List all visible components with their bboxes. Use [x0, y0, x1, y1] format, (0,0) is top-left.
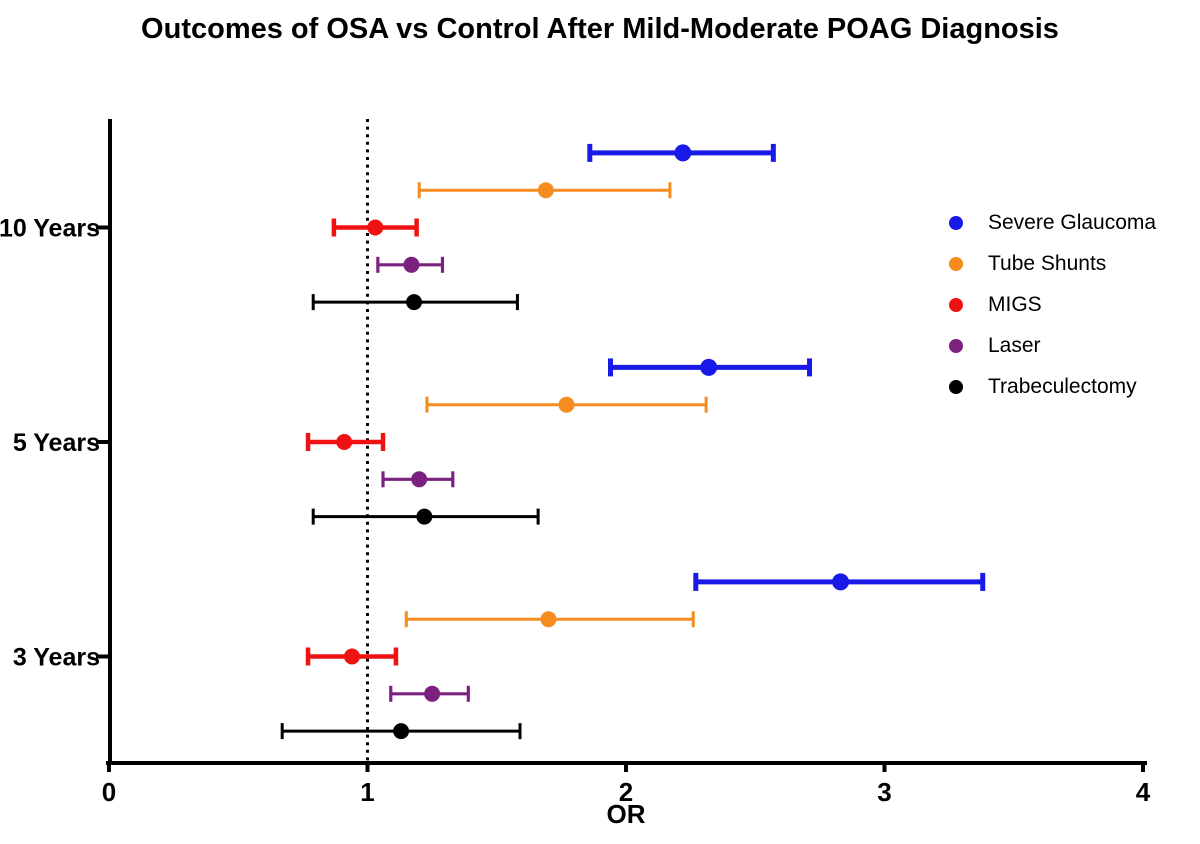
point-marker	[832, 573, 850, 591]
errorbar-laser-10-years	[376, 256, 445, 273]
point-marker	[393, 723, 410, 740]
errorbar-tube-shunts-3-years	[404, 611, 695, 628]
legend-item-laser: Laser	[949, 325, 1156, 366]
point-marker	[537, 182, 554, 199]
legend-label-trabeculectomy: Trabeculectomy	[988, 374, 1137, 398]
legend-label-laser: Laser	[988, 333, 1041, 357]
point-marker	[674, 144, 692, 162]
legend-dot-laser	[949, 338, 963, 353]
legend-item-tube-shunts: Tube Shunts	[949, 243, 1156, 284]
errorbar-severe-glaucoma-5-years	[607, 358, 813, 377]
point-marker	[367, 219, 384, 236]
errorbar-tube-shunts-5-years	[425, 396, 708, 413]
point-marker	[558, 396, 575, 413]
legend-dot-migs	[949, 297, 963, 312]
x-tick-label: 2	[619, 777, 633, 807]
point-marker	[406, 294, 423, 311]
x-tick-label: 0	[102, 777, 116, 807]
y-group-label: 5 Years	[13, 429, 100, 457]
point-marker	[336, 434, 353, 450]
errorbar-severe-glaucoma-3-years	[693, 572, 986, 591]
x-axis-label: OR	[607, 799, 646, 829]
legend-item-severe-glaucoma: Severe Glaucoma	[949, 202, 1156, 243]
legend: Severe Glaucoma Tube Shunts MIGS Laser Trabe…	[949, 202, 1156, 407]
legend-item-trabeculectomy: Trabeculectomy	[949, 366, 1156, 407]
legend-label-tube-shunts: Tube Shunts	[988, 251, 1107, 275]
errorbar-trabeculectomy-5-years	[311, 508, 540, 525]
legend-dot-severe-glaucoma	[949, 215, 963, 230]
errorbar-migs-3-years	[305, 647, 399, 666]
errorbar-severe-glaucoma-10-years	[587, 143, 776, 162]
errorbar-migs-10-years	[331, 218, 419, 237]
legend-label-migs: MIGS	[988, 292, 1042, 316]
point-marker	[424, 685, 441, 702]
errorbar-migs-5-years	[305, 433, 386, 451]
point-marker	[700, 358, 718, 376]
point-marker	[403, 256, 420, 273]
x-tick-label: 1	[360, 777, 374, 807]
point-marker	[416, 508, 433, 525]
errorbar-laser-3-years	[389, 685, 470, 702]
legend-dot-tube-shunts	[949, 256, 963, 271]
point-marker	[411, 471, 428, 488]
x-tick-label: 3	[877, 777, 891, 807]
errorbar-trabeculectomy-3-years	[280, 723, 522, 740]
errorbar-laser-5-years	[381, 471, 455, 488]
point-marker	[343, 648, 360, 665]
y-group-label: 10 Years	[0, 215, 100, 243]
legend-label-severe-glaucoma: Severe Glaucoma	[988, 210, 1157, 234]
legend-dot-trabeculectomy	[949, 379, 963, 394]
chart-title: Outcomes of OSA vs Control After Mild-Mo…	[141, 13, 1059, 45]
errorbar-tube-shunts-10-years	[417, 182, 672, 199]
x-tick-label: 4	[1136, 777, 1151, 807]
legend-item-migs: MIGS	[949, 284, 1156, 325]
errorbar-trabeculectomy-10-years	[311, 294, 519, 311]
y-group-label: 3 Years	[13, 644, 100, 672]
point-marker	[540, 611, 557, 628]
